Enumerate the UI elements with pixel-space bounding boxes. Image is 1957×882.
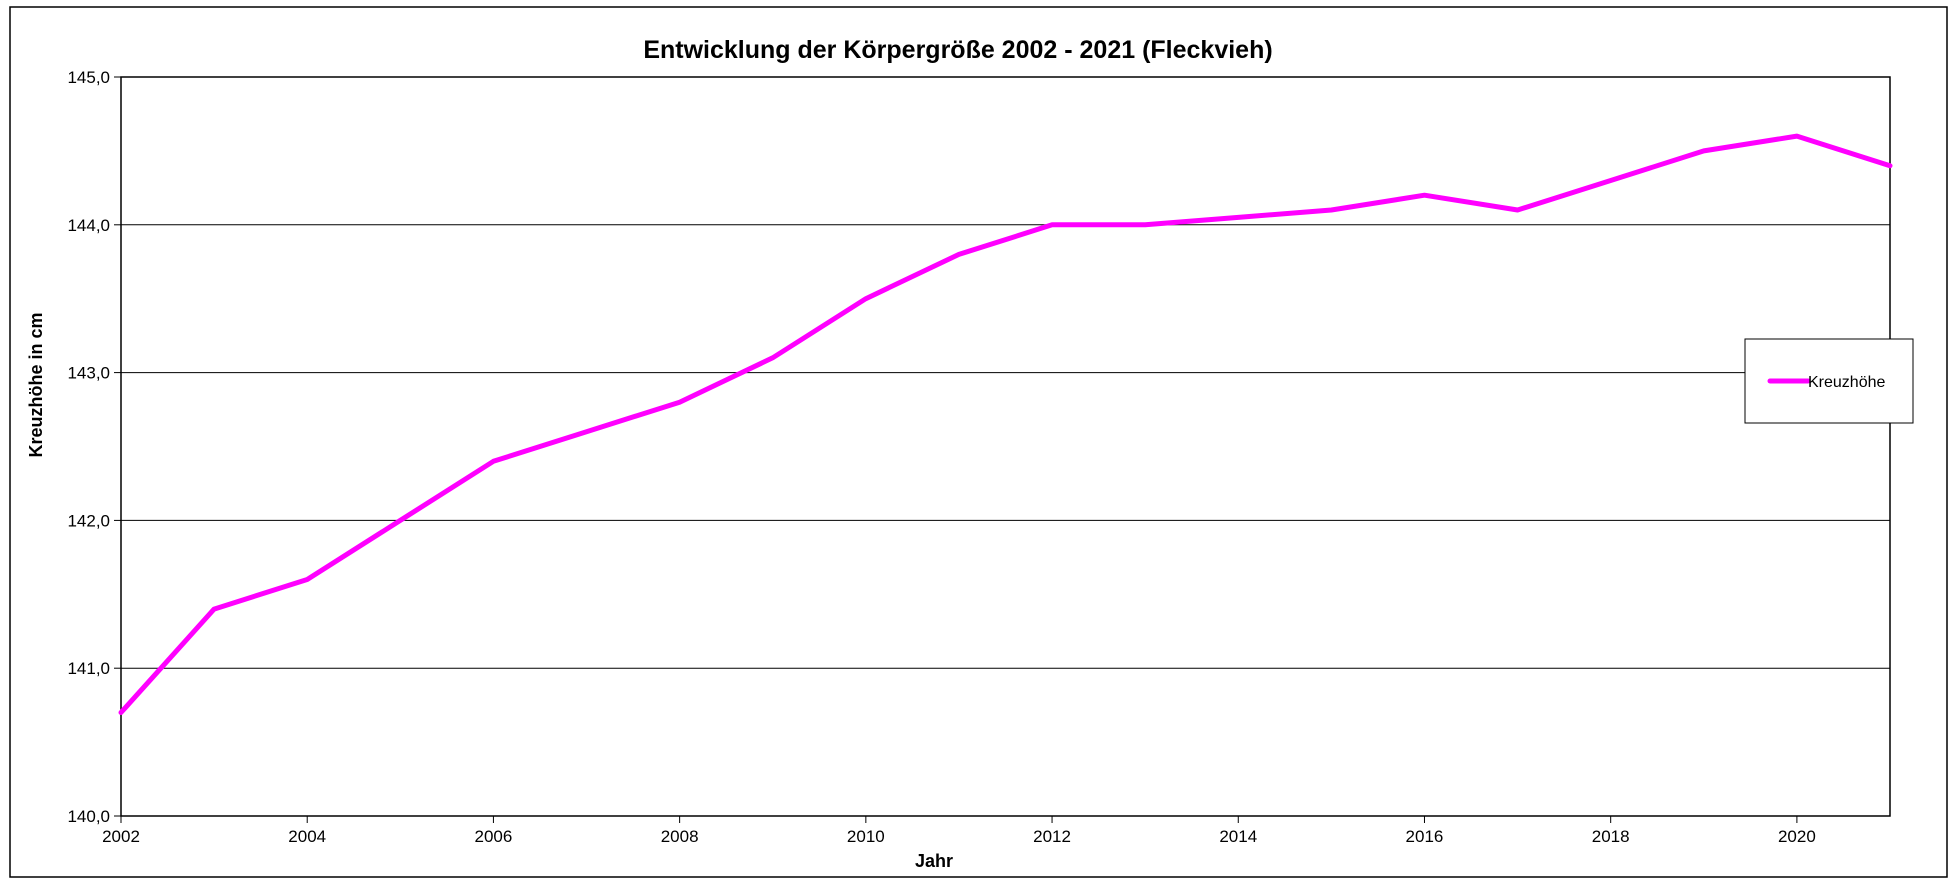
x-tick-label: 2020 — [1778, 827, 1816, 846]
series-line-kreuzhoehe — [118, 133, 1893, 715]
y-tick-label: 140,0 — [67, 807, 110, 826]
y-axis: 140,0 141,0 142,0 143,0 144,0 145,0 — [67, 68, 121, 826]
gridlines — [121, 224, 1890, 669]
legend-label-kreuzhoehe: Kreuzhöhe — [1808, 374, 1885, 391]
y-tick-label: 144,0 — [67, 216, 110, 235]
x-tick-label: 2004 — [288, 827, 326, 846]
x-tick-label: 2014 — [1219, 827, 1257, 846]
y-tick-label: 141,0 — [67, 659, 110, 678]
series-layer — [118, 133, 1893, 715]
y-tick-label: 142,0 — [67, 511, 110, 530]
plot-area — [120, 76, 1891, 817]
y-tick-label: 145,0 — [67, 68, 110, 87]
x-axis-title: Jahr — [915, 851, 953, 871]
x-tick-label: 2002 — [102, 827, 140, 846]
x-axis: 2002 2004 2006 2008 2010 2012 2014 2016 2018 2020 — [102, 816, 1816, 846]
x-tick-label: 2006 — [475, 827, 513, 846]
legend: Kreuzhöhe — [1744, 338, 1914, 424]
chart-title: Entwicklung der Körpergröße 2002 - 2021 … — [643, 36, 1272, 64]
y-axis-title: Kreuzhöhe in cm — [26, 312, 46, 457]
x-tick-label: 2010 — [847, 827, 885, 846]
x-tick-label: 2018 — [1592, 827, 1630, 846]
x-tick-label: 2016 — [1406, 827, 1444, 846]
x-tick-label: 2008 — [661, 827, 699, 846]
y-tick-label: 143,0 — [67, 364, 110, 383]
x-tick-label: 2012 — [1033, 827, 1071, 846]
